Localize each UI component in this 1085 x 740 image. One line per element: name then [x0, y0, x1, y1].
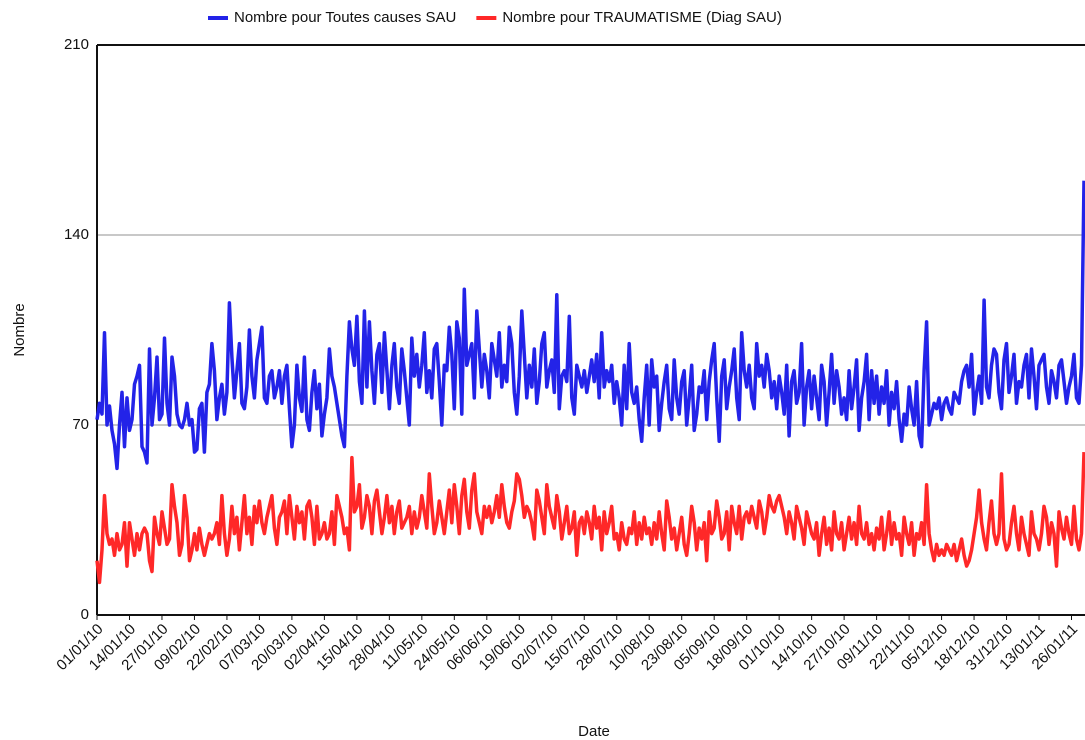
x-axis-label: Date — [578, 723, 610, 740]
series-line — [95, 180, 1085, 471]
legend-label: Nombre pour TRAUMATISME (Diag SAU) — [502, 9, 782, 26]
y-tick-label: 70 — [72, 416, 89, 433]
legend-label: Nombre pour Toutes causes SAU — [234, 9, 456, 26]
y-axis-label: Nombre — [11, 303, 28, 356]
y-tick-label: 140 — [64, 226, 89, 243]
y-tick-label: 0 — [81, 606, 89, 623]
series-line — [95, 452, 1085, 585]
y-tick-label: 210 — [64, 36, 89, 53]
